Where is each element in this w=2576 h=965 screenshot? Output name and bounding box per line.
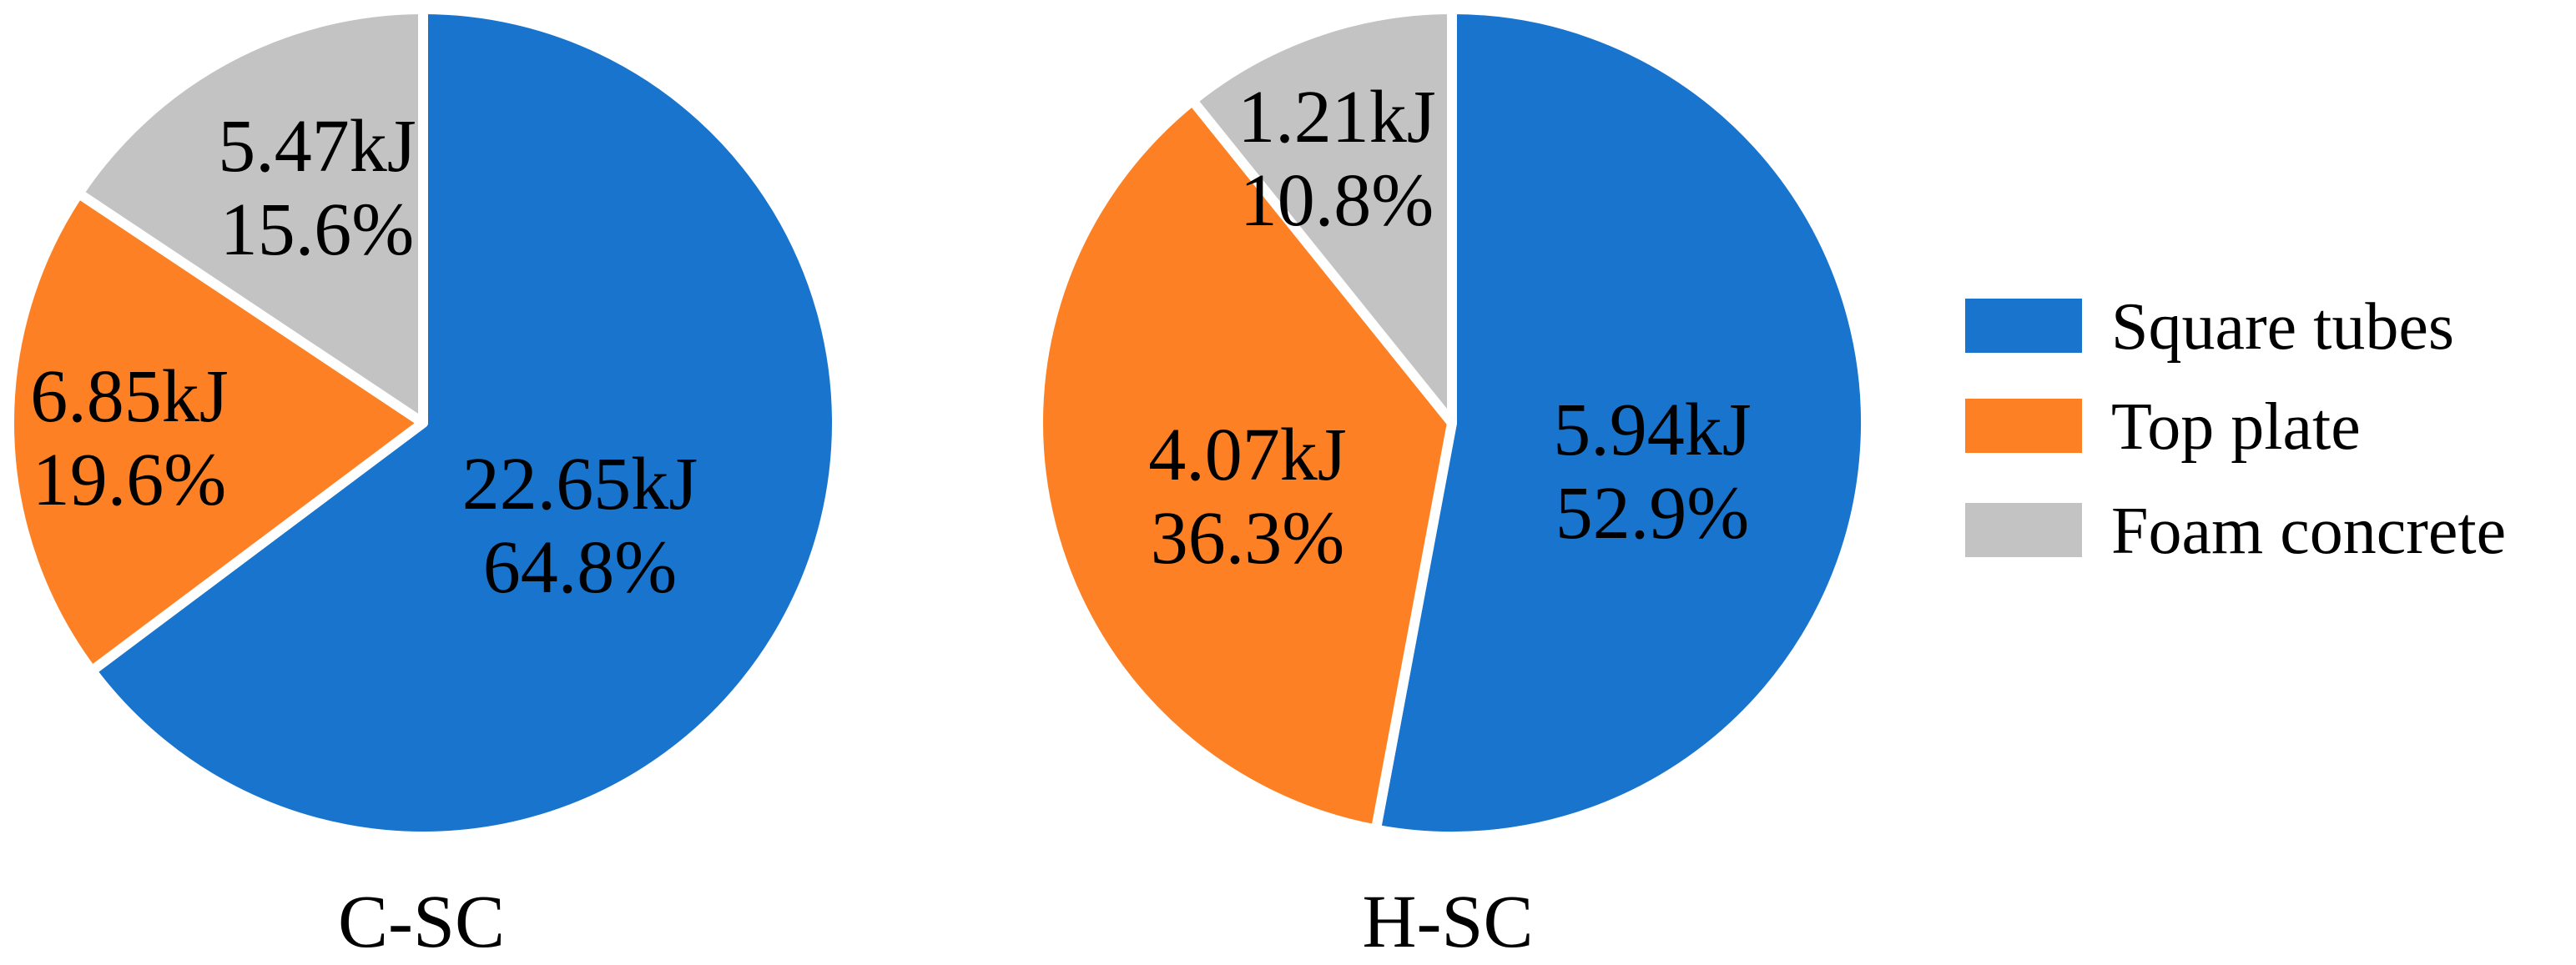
chart-caption: C-SC (338, 881, 505, 963)
pie-slice-foam-concrete (1187, 4, 1457, 428)
slice-label-square-tubes-percent: 64.8% (483, 526, 677, 609)
chart-caption: H-SC (1362, 881, 1533, 963)
pie-slice-square-tubes (1370, 4, 1872, 842)
legend-label-foam-concrete: Foam concrete (2111, 495, 2506, 568)
legend-label-square-tubes: Square tubes (2111, 290, 2454, 364)
slice-label-foam-concrete-value: 1.21kJ (1238, 76, 1436, 158)
legend: Square tubes Top plate Foam concrete (1965, 290, 2506, 568)
slice-label-top-plate-value: 4.07kJ (1148, 414, 1347, 496)
pie-labels: 5.94kJ 52.9% 4.07kJ 36.3% 1.21kJ 10.8% (1148, 76, 1752, 580)
pie-chart-h-sc: 5.94kJ 52.9% 4.07kJ 36.3% 1.21kJ 10.8% H… (1033, 4, 1872, 963)
slice-label-top-plate-percent: 19.6% (33, 439, 226, 521)
pie-slice-top-plate (4, 188, 428, 676)
slice-label-foam-concrete-value: 5.47kJ (218, 105, 416, 188)
pie-labels: 22.65kJ 64.8% 6.85kJ 19.6% 5.47kJ 15.6% (30, 105, 698, 609)
pie-slices (4, 4, 843, 842)
slice-label-top-plate-value: 6.85kJ (30, 355, 229, 438)
pie-slices (1033, 4, 1872, 842)
slice-label-square-tubes-value: 22.65kJ (462, 443, 698, 525)
legend-swatch-top-plate (1965, 399, 2082, 453)
pie-slice-square-tubes (86, 4, 843, 842)
pie-slice-top-plate (1033, 95, 1457, 835)
pie-chart-c-sc: 22.65kJ 64.8% 6.85kJ 19.6% 5.47kJ 15.6% … (4, 4, 843, 963)
slice-label-foam-concrete-percent: 15.6% (220, 188, 414, 271)
slice-label-foam-concrete-percent: 10.8% (1240, 159, 1434, 242)
legend-swatch-foam-concrete (1965, 503, 2082, 557)
slice-label-square-tubes-value: 5.94kJ (1553, 389, 1752, 471)
pie-slice-foam-concrete (73, 4, 428, 428)
slice-label-square-tubes-percent: 52.9% (1555, 472, 1749, 555)
legend-swatch-square-tubes (1965, 299, 2082, 353)
legend-label-top-plate: Top plate (2111, 390, 2361, 464)
slice-label-top-plate-percent: 36.3% (1151, 497, 1344, 580)
